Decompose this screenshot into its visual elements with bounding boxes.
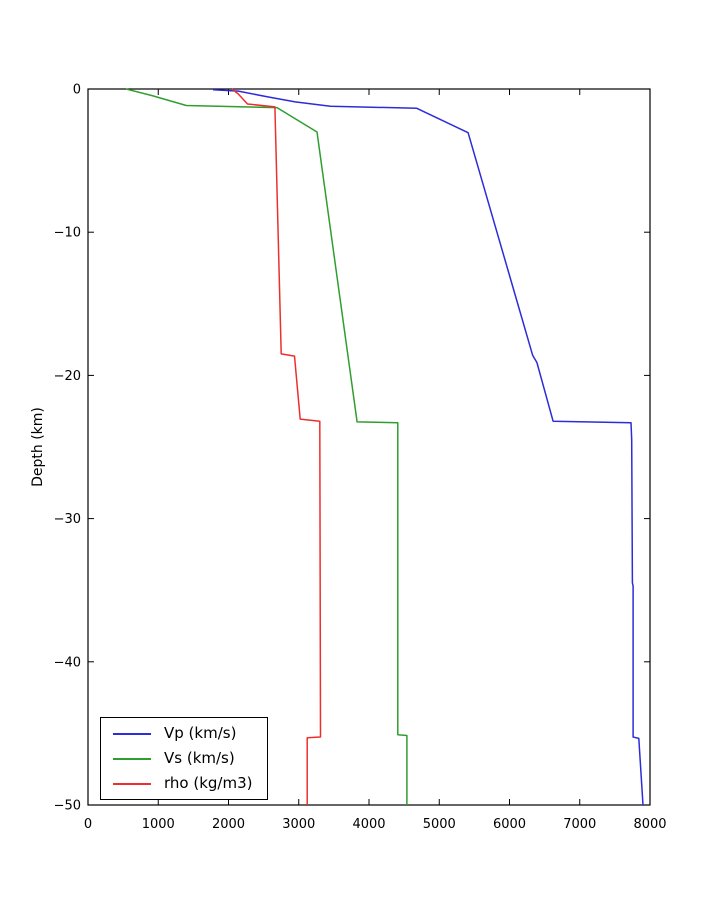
y-tick-label: −10 [54,226,81,241]
legend-item-vp: Vp (km/s) [113,726,267,741]
y-axis-label: Depth (km) [30,407,46,487]
x-tick-label: 5000 [423,817,456,832]
legend-label-vs: Vs (km/s) [164,749,235,767]
y-tick-label: −50 [54,799,81,814]
x-tick-label: 7000 [563,817,596,832]
x-tick-label: 6000 [493,817,526,832]
x-tick-label: 0 [84,817,92,832]
plot-border [87,88,651,806]
rho-line-swatch-icon [113,782,151,785]
x-tick-label: 3000 [282,817,315,832]
x-tick-label: 4000 [352,817,385,832]
legend-item-vs: Vs (km/s) [113,751,267,766]
vp-line-swatch-icon [113,732,151,735]
legend-label-vp: Vp (km/s) [164,724,237,742]
series-line-rho [231,88,322,805]
y-tick-label: −30 [54,512,81,527]
x-tick-label: 2000 [212,817,245,832]
x-tick-label: 1000 [142,817,175,832]
legend-item-rho: rho (kg/m3) [113,776,267,791]
legend-label-rho: rho (kg/m3) [164,774,253,792]
vs-line-swatch-icon [113,757,151,760]
y-tick-label: 0 [73,83,81,98]
x-tick-label: 8000 [633,817,666,832]
series-line-vs [125,88,408,805]
legend: Vp (km/s) Vs (km/s) rho (kg/m3) [100,717,268,800]
y-tick-label: −40 [54,655,81,670]
y-tick-label: −20 [54,369,81,384]
series-line-vp [212,88,644,806]
